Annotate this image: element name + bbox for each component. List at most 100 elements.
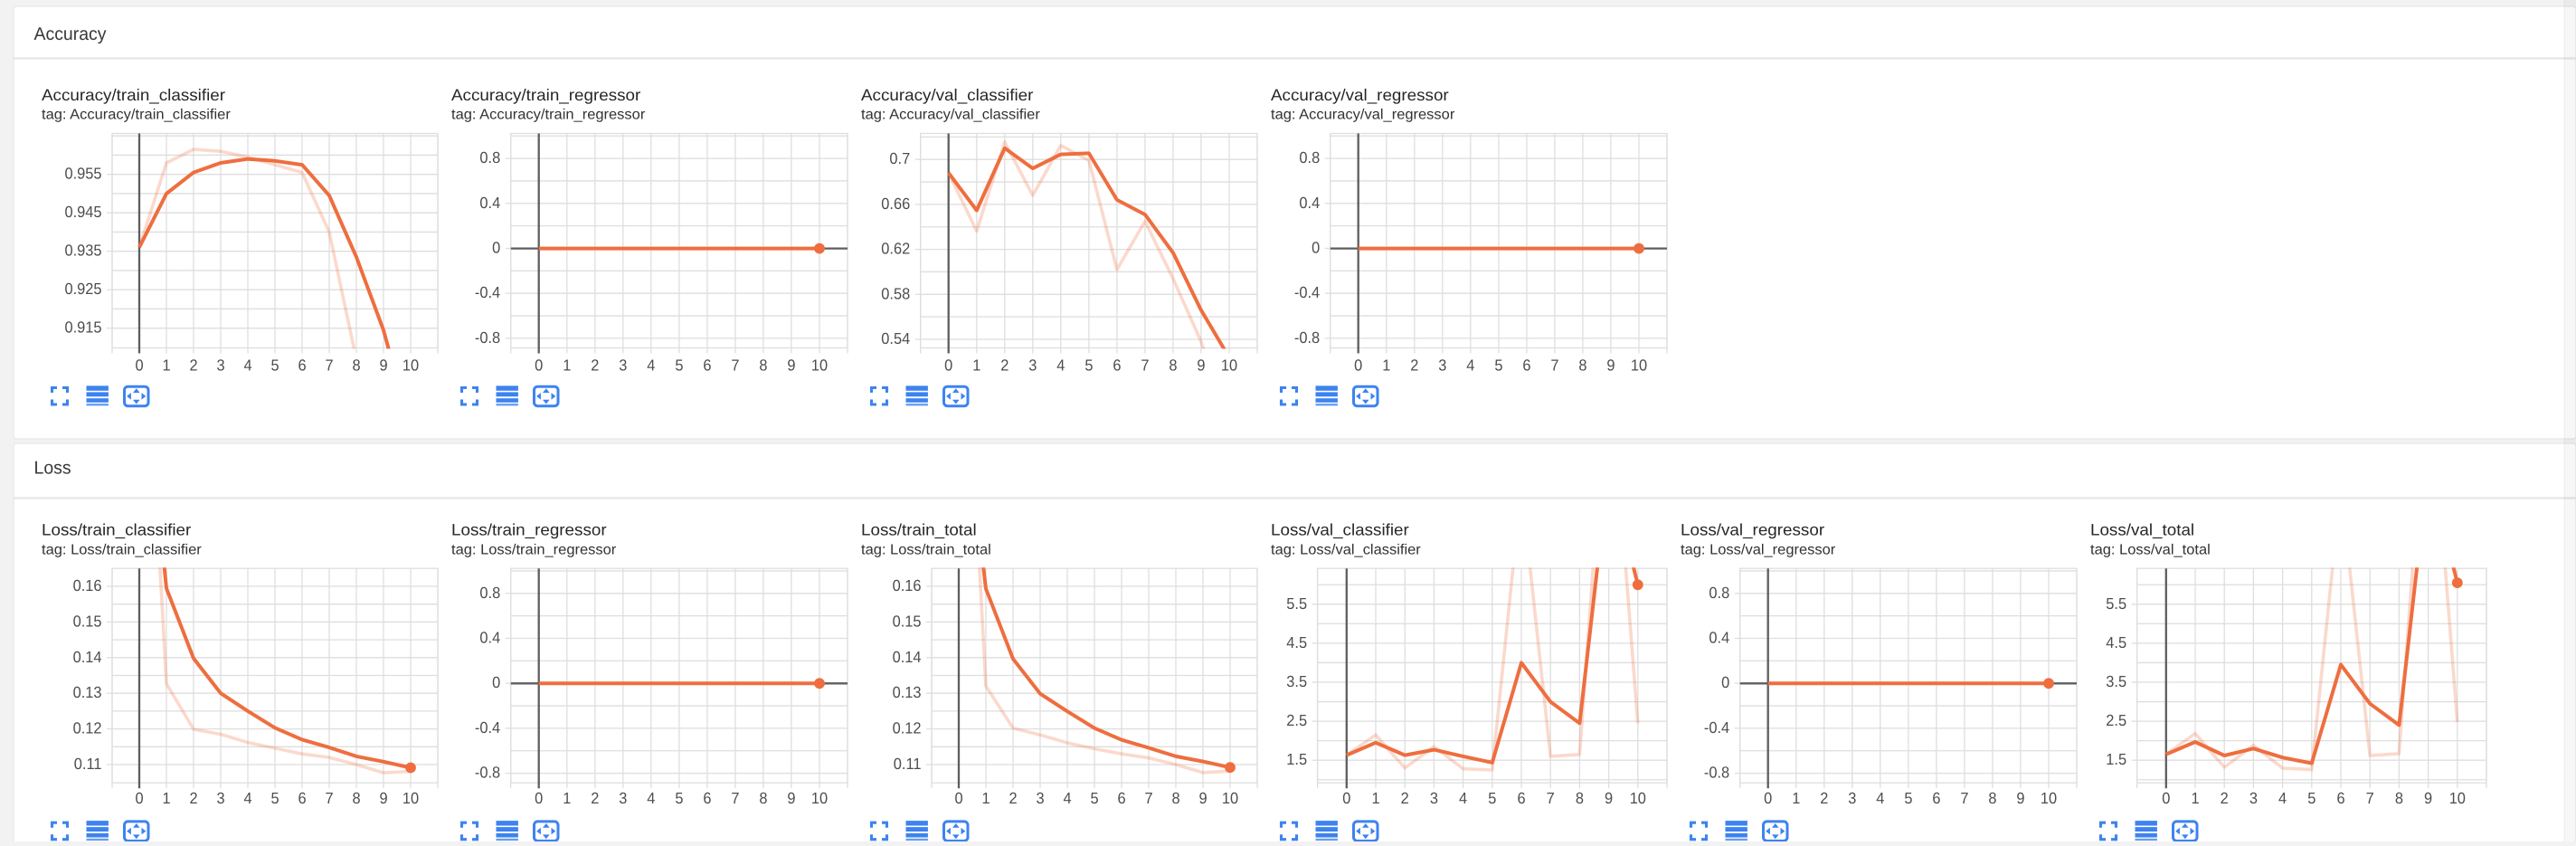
svg-text:2: 2 (591, 356, 599, 375)
svg-text:0.4: 0.4 (1299, 194, 1320, 212)
svg-text:6: 6 (1117, 789, 1125, 807)
svg-text:tag: Loss/train_classifier: tag: Loss/train_classifier (42, 542, 202, 557)
svg-text:0: 0 (1354, 356, 1362, 375)
svg-text:2: 2 (591, 789, 599, 807)
svg-text:7: 7 (1960, 789, 1968, 807)
svg-text:8: 8 (1169, 356, 1177, 375)
svg-text:4: 4 (1459, 789, 1467, 807)
svg-text:1: 1 (1382, 356, 1390, 375)
svg-text:6: 6 (1517, 789, 1525, 807)
svg-text:2: 2 (189, 789, 197, 807)
svg-text:0: 0 (535, 356, 543, 375)
svg-text:0: 0 (135, 356, 143, 375)
svg-text:0.8: 0.8 (479, 584, 500, 602)
svg-text:5: 5 (270, 789, 279, 807)
svg-text:9: 9 (379, 356, 387, 375)
svg-text:0.935: 0.935 (65, 242, 102, 260)
svg-text:0.925: 0.925 (65, 280, 102, 298)
svg-text:Accuracy/train_classifier: Accuracy/train_classifier (42, 86, 225, 104)
svg-text:0.54: 0.54 (881, 329, 910, 347)
svg-text:2: 2 (189, 356, 197, 375)
svg-text:5: 5 (2307, 789, 2316, 807)
svg-text:9: 9 (1197, 356, 1205, 375)
svg-text:4: 4 (1466, 356, 1474, 375)
svg-text:0.4: 0.4 (479, 629, 500, 647)
svg-text:2: 2 (1410, 356, 1418, 375)
svg-text:-0.8: -0.8 (475, 764, 500, 782)
svg-text:4: 4 (1056, 356, 1065, 375)
svg-text:0: 0 (492, 239, 500, 257)
svg-text:6: 6 (703, 356, 711, 375)
svg-text:Loss/val_total: Loss/val_total (2090, 521, 2194, 539)
svg-text:9: 9 (1606, 356, 1615, 375)
svg-text:0: 0 (492, 673, 500, 691)
svg-text:2: 2 (1009, 789, 1017, 807)
svg-text:0.12: 0.12 (73, 719, 102, 737)
svg-text:0.4: 0.4 (479, 194, 500, 212)
svg-text:3: 3 (2249, 789, 2258, 807)
svg-text:10: 10 (811, 789, 828, 807)
svg-text:5: 5 (675, 356, 683, 375)
svg-text:2.5: 2.5 (2106, 711, 2126, 729)
svg-text:7: 7 (325, 356, 333, 375)
svg-text:6: 6 (1522, 356, 1530, 375)
svg-text:0.66: 0.66 (881, 195, 910, 213)
svg-text:-0.8: -0.8 (1704, 764, 1729, 782)
svg-text:7: 7 (2366, 789, 2374, 807)
svg-text:0.62: 0.62 (881, 240, 910, 258)
svg-text:10: 10 (1631, 356, 1647, 375)
svg-text:1.5: 1.5 (1286, 750, 1307, 768)
svg-text:4: 4 (647, 356, 655, 375)
svg-text:-0.4: -0.4 (1294, 283, 1321, 301)
svg-text:0: 0 (135, 789, 143, 807)
svg-text:10: 10 (1630, 789, 1646, 807)
svg-text:Accuracy/val_classifier: Accuracy/val_classifier (861, 86, 1033, 104)
svg-text:6: 6 (298, 356, 306, 375)
svg-text:8: 8 (1171, 789, 1179, 807)
svg-text:9: 9 (2424, 789, 2432, 807)
svg-text:4: 4 (1876, 789, 1884, 807)
svg-text:2: 2 (1000, 356, 1009, 375)
svg-text:5.5: 5.5 (1286, 594, 1307, 613)
svg-text:7: 7 (1547, 789, 1555, 807)
svg-text:1: 1 (972, 356, 980, 375)
svg-text:0.13: 0.13 (73, 683, 102, 701)
svg-text:tag: Loss/val_classifier: tag: Loss/val_classifier (1271, 542, 1421, 557)
svg-text:0.4: 0.4 (1709, 629, 1729, 647)
svg-text:5.5: 5.5 (2106, 594, 2126, 613)
svg-text:3: 3 (216, 789, 224, 807)
svg-text:0.15: 0.15 (893, 612, 922, 630)
svg-text:3.5: 3.5 (1286, 672, 1307, 690)
svg-text:5: 5 (1090, 789, 1098, 807)
svg-text:Loss/train_regressor: Loss/train_regressor (451, 521, 607, 539)
svg-text:1: 1 (1792, 789, 1800, 807)
svg-text:4: 4 (647, 789, 655, 807)
svg-text:3: 3 (1028, 356, 1037, 375)
svg-text:-0.4: -0.4 (1704, 718, 1730, 737)
svg-text:3: 3 (1438, 356, 1446, 375)
svg-text:5: 5 (1904, 789, 1912, 807)
svg-text:8: 8 (352, 789, 360, 807)
svg-text:7: 7 (1550, 356, 1558, 375)
svg-text:9: 9 (787, 789, 795, 807)
svg-text:1.5: 1.5 (2106, 750, 2126, 768)
svg-text:1: 1 (563, 789, 571, 807)
svg-text:tag: Accuracy/val_regressor: tag: Accuracy/val_regressor (1271, 108, 1455, 123)
svg-text:Loss/train_classifier: Loss/train_classifier (42, 521, 191, 539)
svg-text:5: 5 (1084, 356, 1093, 375)
svg-text:6: 6 (298, 789, 306, 807)
svg-text:tag: Loss/train_regressor: tag: Loss/train_regressor (451, 542, 617, 557)
svg-text:6: 6 (703, 789, 711, 807)
svg-text:10: 10 (1221, 356, 1237, 375)
svg-text:0: 0 (1342, 789, 1350, 807)
svg-text:5: 5 (1494, 356, 1502, 375)
svg-text:0.955: 0.955 (65, 165, 102, 183)
svg-text:8: 8 (759, 789, 767, 807)
svg-text:10: 10 (811, 356, 828, 375)
svg-text:8: 8 (759, 356, 767, 375)
svg-text:10: 10 (402, 789, 419, 807)
svg-text:0.58: 0.58 (881, 284, 910, 302)
svg-text:4: 4 (2278, 789, 2287, 807)
svg-text:1: 1 (162, 789, 170, 807)
svg-text:2: 2 (1401, 789, 1409, 807)
